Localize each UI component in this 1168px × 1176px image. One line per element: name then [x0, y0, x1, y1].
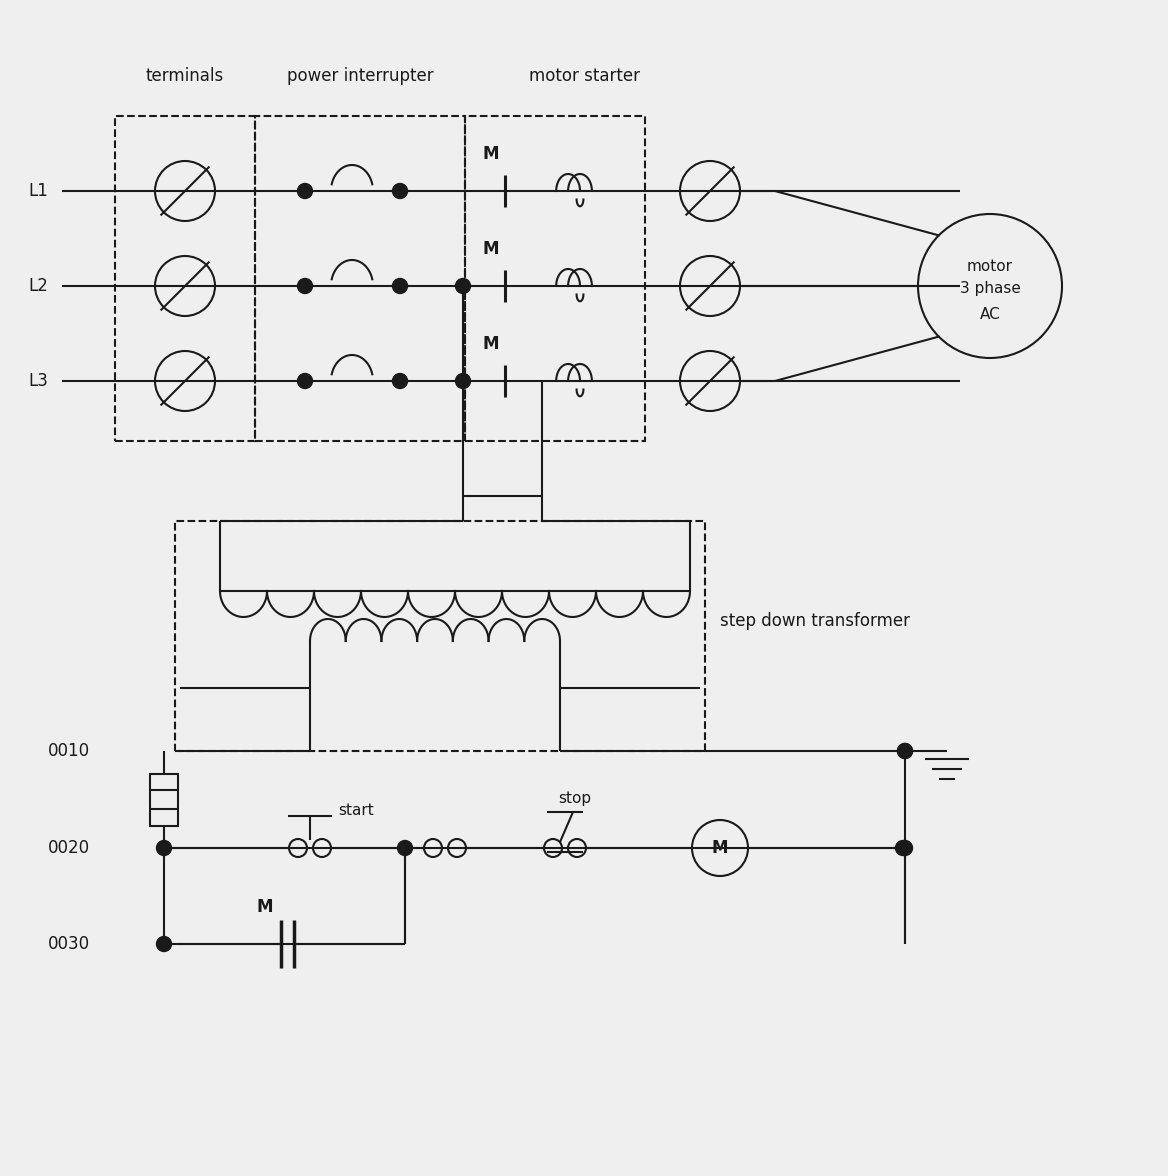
Text: L1: L1	[28, 182, 48, 200]
Bar	[150, 774, 178, 826]
Text: M: M	[482, 145, 499, 163]
Text: L2: L2	[28, 278, 48, 295]
Text: L3: L3	[28, 372, 48, 390]
Circle shape	[157, 936, 172, 951]
Circle shape	[392, 183, 408, 199]
Circle shape	[897, 743, 912, 759]
Text: M: M	[482, 240, 499, 258]
Text: 0010: 0010	[48, 742, 90, 760]
Text: 0020: 0020	[48, 838, 90, 857]
Text: stop: stop	[558, 790, 591, 806]
Circle shape	[456, 374, 471, 388]
Text: M: M	[711, 838, 729, 857]
Text: start: start	[338, 802, 374, 817]
Circle shape	[298, 374, 313, 388]
Text: M: M	[257, 898, 273, 916]
Circle shape	[298, 279, 313, 294]
Circle shape	[157, 841, 172, 855]
Circle shape	[897, 841, 912, 855]
Circle shape	[392, 374, 408, 388]
Circle shape	[397, 841, 412, 855]
Text: AC: AC	[980, 307, 1000, 321]
Circle shape	[896, 841, 911, 855]
Text: M: M	[482, 335, 499, 353]
Text: 3 phase: 3 phase	[960, 281, 1021, 295]
Text: step down transformer: step down transformer	[719, 612, 910, 630]
Text: power interrupter: power interrupter	[286, 67, 433, 85]
Circle shape	[298, 183, 313, 199]
Text: motor starter: motor starter	[529, 67, 640, 85]
Circle shape	[897, 743, 912, 759]
Text: 0030: 0030	[48, 935, 90, 953]
Circle shape	[456, 279, 471, 294]
Text: terminals: terminals	[146, 67, 224, 85]
Circle shape	[392, 279, 408, 294]
Text: motor: motor	[967, 259, 1013, 274]
